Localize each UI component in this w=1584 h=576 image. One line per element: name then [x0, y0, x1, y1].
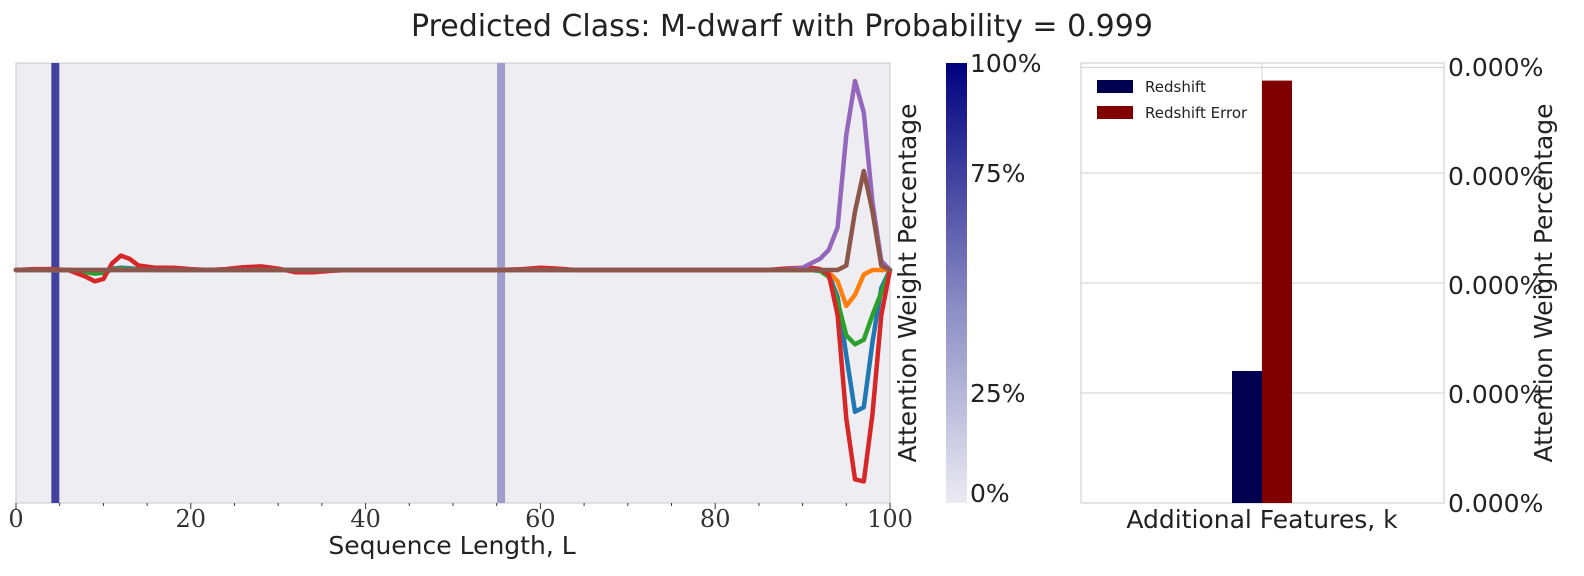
attention-bars	[51, 63, 506, 503]
bar-y-tick-label: 0.000%	[1448, 271, 1543, 300]
colorbar-tick-label: 0%	[970, 479, 1010, 508]
bar-y-tick-label: 0.000%	[1448, 53, 1543, 82]
x-tick-label: 100	[867, 505, 913, 533]
bar-y-ticks: 0.000% 0.000% 0.000% 0.000% 0.000%	[1448, 53, 1543, 518]
bar	[1262, 80, 1292, 503]
legend-label: Redshift Error	[1145, 104, 1248, 122]
plot-area	[15, 62, 891, 504]
legend: Redshift Redshift Error	[1097, 78, 1248, 122]
x-tick-label: 0	[8, 505, 23, 533]
bar-y-axis-label: Attention Weight Percentage	[1529, 103, 1558, 462]
bar-y-tick-label: 0.000%	[1448, 162, 1543, 191]
colorbar: 100% 75% 25% 0% Attention Weight Percentage	[893, 49, 1041, 508]
series-lines	[13, 78, 893, 484]
bar-x-axis-label: Additional Features, k	[1126, 505, 1398, 534]
attention-bar	[51, 63, 60, 503]
colorbar-tick-label: 25%	[970, 379, 1026, 408]
bars	[1232, 80, 1292, 503]
x-tick-label: 20	[176, 505, 207, 533]
x-ticks: 0 20 40 60 80 100	[8, 503, 913, 533]
colorbar-gradient	[946, 63, 967, 503]
bar-y-tick-label: 0.000%	[1448, 380, 1543, 409]
line-chart: 0 20 40 60 80 100 Sequence Length, L	[8, 62, 913, 560]
bar-chart: 0.000%0.000%0.000%0.000%0.000% RedshiftR…	[1080, 53, 1558, 534]
x-tick-label: 40	[350, 505, 381, 533]
attention-bar	[497, 63, 506, 503]
x-axis-label: Sequence Length, L	[328, 531, 575, 560]
colorbar-tick-label: 75%	[970, 159, 1026, 188]
colorbar-label: Attention Weight Percentage	[893, 103, 922, 462]
figure-title: Predicted Class: M-dwarf with Probabilit…	[411, 9, 1153, 44]
legend-swatch	[1097, 80, 1133, 93]
legend-label: Redshift	[1145, 78, 1206, 96]
colorbar-tick-label: 100%	[970, 49, 1041, 78]
x-tick-label: 60	[525, 505, 556, 533]
bar	[1232, 371, 1262, 503]
colorbar-ticks: 100% 75% 25% 0%	[970, 49, 1041, 508]
series-line	[13, 168, 893, 273]
legend-swatch	[1097, 106, 1133, 119]
x-tick-label: 80	[700, 505, 731, 533]
bar-y-tick-label: 0.000%	[1448, 489, 1543, 518]
